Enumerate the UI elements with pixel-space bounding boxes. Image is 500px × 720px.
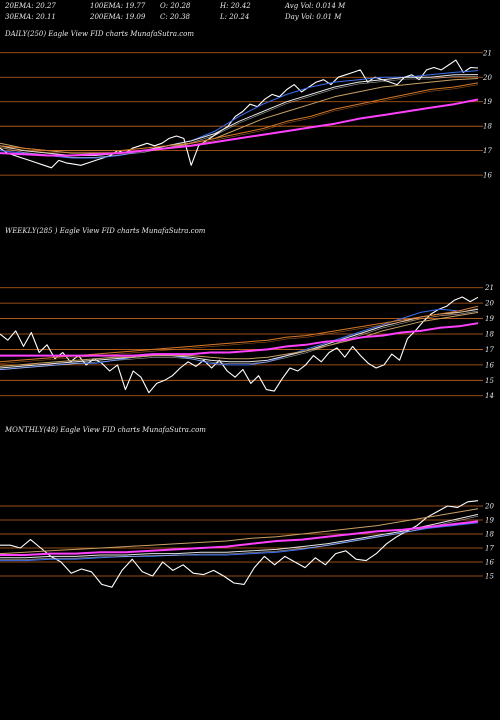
monthly-panel: 20 19 18 17 16 15 [0, 500, 494, 588]
monthly-y-tick-label: 16 [485, 559, 494, 567]
monthly-panel-title: MONTHLY(48) Eagle View FID charts Munafa… [4, 426, 206, 434]
header-day-vol: Day Vol: 0.01 M [284, 13, 342, 21]
monthly-y-tick-label: 18 [485, 531, 494, 539]
header-30ema: 30EMA: 20.11 [5, 13, 56, 21]
weekly-ema-line [0, 311, 479, 367]
monthly-ema-line [0, 522, 479, 562]
monthly-ema-line [0, 515, 479, 560]
daily-panel-title: DAILY(250) Eagle View FID charts MunafaS… [4, 30, 194, 38]
daily-ema-line [0, 84, 479, 153]
header-low: L: 20.24 [219, 13, 249, 21]
daily-ema-line [0, 70, 479, 159]
daily-y-tick-label: 18 [483, 123, 492, 131]
header-high: H: 20.42 [219, 2, 251, 10]
daily-ema-line [0, 98, 479, 157]
monthly-y-tick-label: 17 [485, 545, 494, 553]
daily-y-tick-label: 21 [482, 49, 492, 57]
weekly-price-line [0, 296, 479, 394]
daily-ema-line [0, 76, 479, 158]
monthly-y-tick-label: 19 [485, 517, 494, 525]
weekly-y-tick-label: 16 [485, 361, 494, 369]
weekly-ema-line [0, 310, 479, 371]
header-200ema: 200EMA: 19.09 [89, 13, 146, 21]
weekly-ema-line [0, 305, 479, 370]
weekly-panel-title: WEEKLY(285 ) Eagle View FID charts Munaf… [5, 227, 206, 235]
header-100ema: 100EMA: 19.77 [90, 2, 146, 10]
header-panel: 20EMA: 20.27 100EMA: 19.77 O: 20.28 H: 2… [4, 2, 346, 21]
weekly-y-tick-label: 15 [485, 377, 494, 385]
weekly-y-tick-label: 14 [485, 392, 494, 400]
header-close: C: 20.38 [160, 13, 191, 21]
weekly-panel: 21 20 19 18 17 16 15 14 [0, 284, 494, 400]
weekly-ema-line [0, 322, 479, 357]
weekly-ema-line [0, 307, 479, 364]
monthly-y-tick-label: 20 [484, 503, 494, 511]
daily-ema-line [0, 74, 479, 156]
weekly-y-tick-label: 20 [484, 300, 494, 308]
weekly-y-tick-label: 17 [485, 346, 494, 354]
weekly-y-tick-label: 21 [484, 284, 494, 292]
monthly-price-line [0, 500, 479, 588]
weekly-y-tick-label: 19 [485, 315, 494, 323]
daily-price-line [0, 59, 479, 169]
monthly-ema-line [0, 520, 479, 556]
daily-ema-line [0, 78, 479, 154]
daily-y-tick-label: 17 [483, 147, 492, 155]
daily-panel: 21 20 19 18 17 16 [0, 49, 492, 180]
weekly-y-tick-label: 18 [485, 331, 494, 339]
monthly-ema-line [0, 513, 479, 559]
daily-y-tick-label: 19 [483, 98, 492, 106]
header-avg-vol: Avg Vol: 0.014 M [284, 2, 346, 10]
header-20ema: 20EMA: 20.27 [4, 2, 56, 10]
daily-ema-line [0, 82, 479, 152]
daily-y-tick-label: 16 [483, 172, 492, 180]
monthly-y-tick-label: 15 [485, 573, 494, 581]
daily-y-tick-label: 20 [482, 74, 492, 82]
monthly-ema-line [0, 508, 479, 555]
header-open: O: 20.28 [160, 2, 191, 10]
